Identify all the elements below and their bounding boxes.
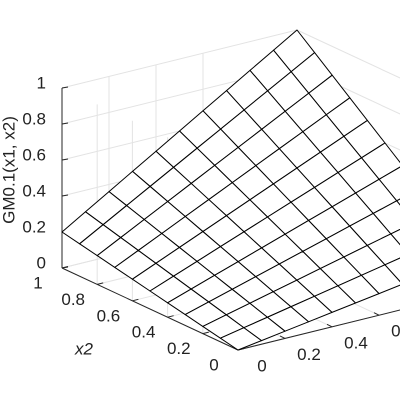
x-tick — [326, 323, 333, 328]
z-tick-label: 0.4 — [22, 181, 46, 200]
y-tick-label: 1 — [33, 273, 42, 292]
y-tick — [132, 298, 139, 302]
z-axis-label: GM0.1(x1, x2) — [0, 116, 18, 224]
z-tick — [61, 122, 69, 125]
y-axis-label: x2 — [74, 339, 94, 358]
surface-patch — [219, 327, 262, 351]
grid-line — [296, 29, 400, 79]
x-tick-label: 0 — [257, 356, 266, 375]
z-tick — [61, 158, 69, 161]
y-axis — [61, 267, 239, 351]
z-tick-label: 0.2 — [22, 217, 46, 236]
y-tick — [97, 282, 104, 285]
y-tick — [61, 266, 69, 269]
y-tick-label: 0.8 — [61, 290, 85, 309]
x-tick-label: 0.2 — [297, 345, 321, 364]
z-tick — [61, 194, 69, 197]
z-tick-label: 1 — [37, 73, 46, 92]
x-tick — [279, 335, 286, 339]
z-tick-label: 0.6 — [22, 145, 46, 164]
y-tick — [167, 315, 174, 318]
z-tick-label: 0.8 — [22, 109, 46, 128]
y-tick-label: 0.6 — [97, 306, 121, 325]
z-tick — [61, 86, 69, 89]
y-tick — [202, 331, 209, 335]
x-axis — [237, 309, 400, 351]
y-tick-label: 0.4 — [132, 323, 156, 342]
grid-line — [61, 29, 298, 89]
x-tick-label: 0.4 — [344, 333, 368, 352]
x-tick — [373, 312, 380, 316]
y-tick-label: 0.2 — [167, 339, 191, 358]
y-tick-label: 0 — [209, 355, 218, 374]
x-tick-label: 0.6 — [391, 322, 400, 341]
z-tick-label: 0 — [37, 253, 46, 272]
